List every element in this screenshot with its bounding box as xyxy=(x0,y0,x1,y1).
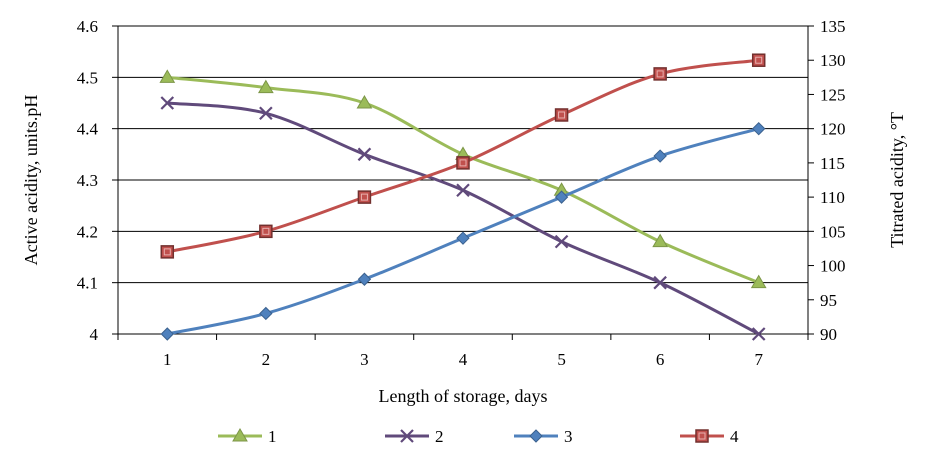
x-axis-title: Length of storage, days xyxy=(379,386,548,406)
series-1 xyxy=(159,69,767,289)
data-point xyxy=(357,190,372,204)
legend-label: 3 xyxy=(564,427,573,446)
legend-label: 2 xyxy=(435,427,444,446)
data-point xyxy=(356,95,373,109)
y-tick-label: 4.6 xyxy=(77,17,98,36)
legend-item: 1 xyxy=(218,427,277,446)
y-tick-label: 4.2 xyxy=(77,222,98,241)
data-point-inner xyxy=(755,56,763,64)
legend-marker xyxy=(529,429,543,443)
data-point xyxy=(554,190,569,204)
data-point xyxy=(653,67,667,81)
legend-item: 4 xyxy=(680,427,739,446)
legend-marker-inner xyxy=(698,432,706,440)
y2-tick-label: 120 xyxy=(820,120,846,139)
y2-axis-title: Titrated acidity, °T xyxy=(887,112,907,248)
x-tick-label: 1 xyxy=(163,350,172,369)
data-point xyxy=(750,274,767,289)
legend-label: 4 xyxy=(730,427,739,446)
data-point xyxy=(160,327,174,341)
legend-item: 2 xyxy=(385,427,444,446)
y-tick-label: 4 xyxy=(90,325,99,344)
x-tick-label: 4 xyxy=(459,350,468,369)
y2-tick-label: 110 xyxy=(820,188,845,207)
series-2 xyxy=(160,96,766,341)
x-tick-label: 3 xyxy=(360,350,369,369)
data-point-inner xyxy=(656,70,664,78)
data-point xyxy=(652,233,669,248)
legend-item: 3 xyxy=(514,427,573,446)
data-point xyxy=(456,231,470,245)
data-point xyxy=(456,183,470,198)
y-tick-label: 4.3 xyxy=(77,171,98,190)
y2-tick-label: 130 xyxy=(820,51,846,70)
data-point xyxy=(357,272,372,286)
x-tick-label: 5 xyxy=(557,350,566,369)
x-tick-label: 6 xyxy=(656,350,665,369)
data-point xyxy=(259,224,273,239)
y-tick-label: 4.5 xyxy=(77,68,98,87)
y2-tick-label: 95 xyxy=(820,291,837,310)
data-point xyxy=(160,245,175,259)
data-point-inner xyxy=(459,159,467,167)
y-axis-title: Active acidity, units.pH xyxy=(21,95,41,266)
legend-marker xyxy=(695,429,709,443)
series-3 xyxy=(160,121,766,341)
data-point xyxy=(653,149,667,163)
data-point xyxy=(257,79,274,94)
legend-marker xyxy=(400,429,414,443)
legend-label: 1 xyxy=(268,427,277,446)
data-point xyxy=(751,327,766,341)
data-point xyxy=(259,106,273,121)
y2-tick-label: 90 xyxy=(820,325,837,344)
legend-marker xyxy=(232,428,248,442)
data-point xyxy=(554,108,569,122)
data-point xyxy=(159,69,176,83)
y2-tick-label: 100 xyxy=(820,257,846,276)
data-point xyxy=(357,147,372,162)
data-point-inner xyxy=(163,248,171,256)
data-point xyxy=(160,96,175,110)
y2-tick-label: 125 xyxy=(820,85,846,104)
y2-tick-label: 115 xyxy=(820,154,845,173)
x-tick-label: 2 xyxy=(262,350,271,369)
y-tick-label: 4.4 xyxy=(77,120,99,139)
series-line xyxy=(167,101,760,336)
data-point xyxy=(752,121,766,136)
y-tick-label: 4.1 xyxy=(77,274,98,293)
data-point-inner xyxy=(558,111,566,119)
data-point xyxy=(259,306,273,321)
data-point xyxy=(554,234,569,249)
y2-tick-label: 105 xyxy=(820,222,846,241)
series-4 xyxy=(160,53,766,259)
data-point-inner xyxy=(360,193,368,201)
data-point xyxy=(751,53,766,67)
y2-tick-label: 135 xyxy=(820,17,846,36)
data-point xyxy=(653,275,667,290)
data-point-inner xyxy=(262,227,270,235)
x-tick-label: 7 xyxy=(754,350,763,369)
data-point xyxy=(456,156,470,170)
